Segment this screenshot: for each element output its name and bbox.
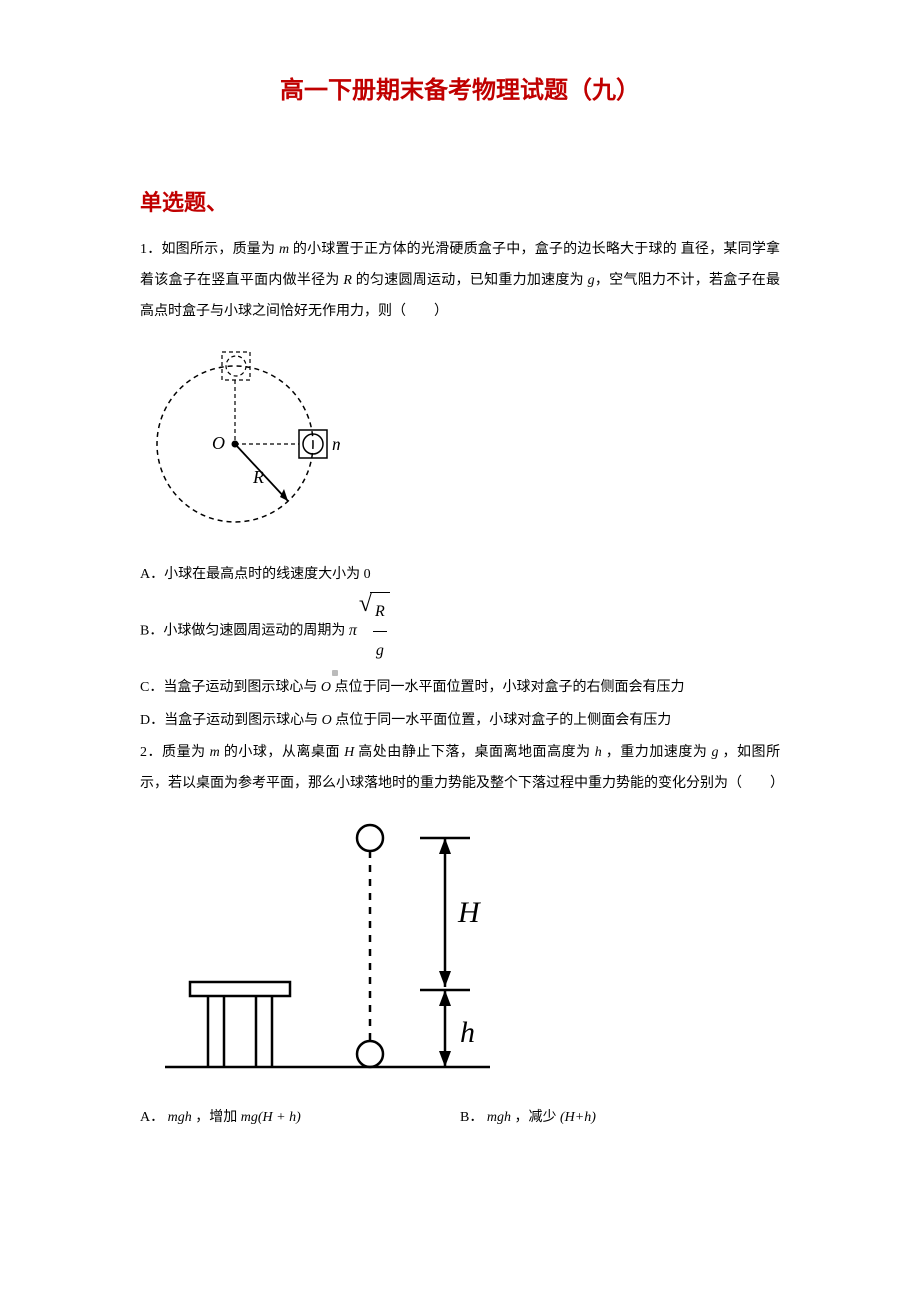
q1-option-c: C．当盒子运动到图示球心与 O 点位于同一水平面位置时，小球对盒子的右侧面会有压…	[140, 671, 780, 705]
fraction-numerator: R	[372, 593, 388, 631]
q1-optc-text2: 点位于同一水平面位置时，小球对盒子的右侧面会有压力	[334, 680, 684, 695]
watermark-icon	[332, 670, 338, 676]
q1-figure: O m R	[140, 339, 780, 544]
q1-option-b: B．小球做匀速圆周运动的周期为 π √ R g	[140, 592, 780, 671]
svg-text:O: O	[212, 433, 225, 453]
q1-text: 1．如图所示，质量为	[140, 242, 275, 257]
q1-option-d: D．当盒子运动到图示球心与 O 点位于同一水平面位置，小球对盒子的上侧面会有压力	[140, 704, 780, 738]
section-heading: 单选题、	[140, 185, 780, 217]
q1-optb-text: B．小球做匀速圆周运动的周期为	[140, 624, 345, 639]
svg-text:m: m	[332, 434, 340, 454]
q2-option-a: A． mgh ，增加 mg(H + h)	[140, 1101, 460, 1135]
q1-optd-text: D．当盒子运动到图示球心与	[140, 713, 318, 728]
q2-var-h: h	[595, 745, 602, 760]
q1-var-g: g	[588, 273, 595, 288]
q2-option-b: B． mgh ，减少 (H+h)	[460, 1101, 780, 1135]
page-title: 高一下册期末备考物理试题（九）	[140, 70, 780, 105]
svg-text:h: h	[460, 1016, 475, 1049]
q2-text: 高处由静止下落，桌面离地面高度为	[358, 745, 590, 760]
q2-opta-prefix: A．	[140, 1110, 164, 1125]
q2-var-H: H	[344, 745, 354, 760]
q1-optb-formula: π √ R g	[349, 592, 390, 671]
q2-text: 的小球，从离桌面	[224, 745, 340, 760]
pi-symbol: π	[349, 612, 357, 650]
q1-text: 的小球置于正方体的光滑硬质盒子中，盒子的边长略大于球的	[293, 242, 677, 257]
fraction-denominator: g	[373, 631, 387, 670]
q2-options-row: A． mgh ，增加 mg(H + h) B． mgh ，减少 (H+h)	[140, 1101, 780, 1135]
q2-optb-f1: mgh	[487, 1110, 511, 1125]
q1-optd-O: O	[322, 713, 332, 728]
svg-text:R: R	[252, 467, 264, 487]
q2-optb-prefix: B．	[460, 1110, 483, 1125]
q1-optd-text2: 点位于同一水平面位置，小球对盒子的上侧面会有压力	[335, 713, 671, 728]
q2-optb-mid: ，减少	[514, 1110, 556, 1125]
q1-stem: 1．如图所示，质量为 m 的小球置于正方体的光滑硬质盒子中，盒子的边长略大于球的…	[140, 235, 780, 327]
q2-stem: 2．质量为 m 的小球，从离桌面 H 高处由静止下落，桌面离地面高度为 h ，重…	[140, 738, 780, 800]
q1-text: 的匀速圆周运动，已知重力加速度为	[356, 273, 584, 288]
q2-optb-f2: (H+h)	[560, 1110, 596, 1125]
q1-optc-O: O	[321, 680, 331, 695]
q2-var-m: m	[210, 745, 220, 760]
q1-var-m: m	[279, 242, 289, 257]
q2-var-g: g	[711, 745, 718, 760]
q1-option-a: A．小球在最高点时的线速度大小为 0	[140, 558, 780, 592]
q2-figure: H h	[160, 812, 780, 1087]
q2-text: 2．质量为	[140, 745, 206, 760]
svg-text:H: H	[457, 896, 482, 929]
sqrt-icon: √ R g	[359, 592, 390, 671]
q2-opta-f1: mgh	[168, 1110, 192, 1125]
q1-optc-text: C．当盒子运动到图示球心与	[140, 680, 317, 695]
q1-var-R: R	[343, 273, 352, 288]
q2-text: ，重力加速度为	[606, 745, 708, 760]
q2-opta-mid: ，增加	[195, 1110, 237, 1125]
q2-opta-f2: mg(H + h)	[241, 1110, 301, 1125]
